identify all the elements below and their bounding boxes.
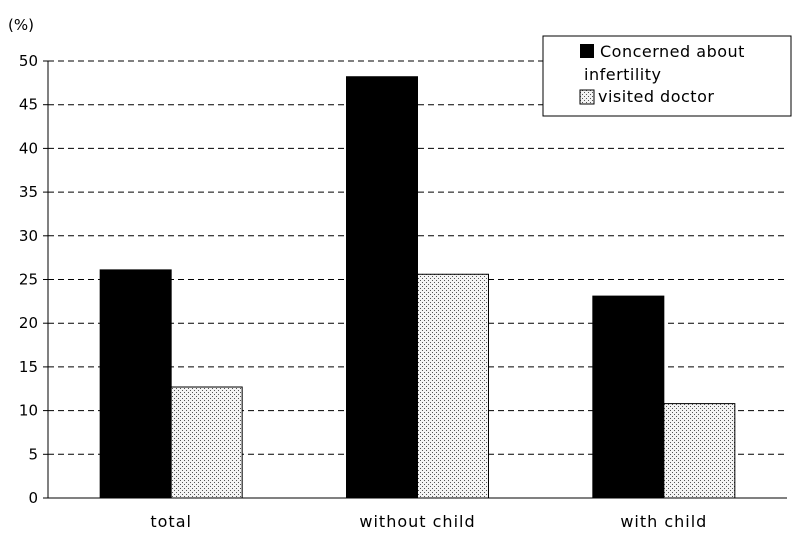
bar-concerned-0 — [99, 269, 172, 499]
y-tick-label: 10 — [19, 402, 38, 420]
y-tick-label: 5 — [28, 445, 38, 463]
y-tick-label: 35 — [19, 183, 38, 201]
y-tick-label: 45 — [19, 96, 38, 114]
y-tick-label: 15 — [19, 358, 38, 376]
bar-concerned-2 — [592, 295, 665, 499]
y-tick-label: 30 — [19, 227, 38, 245]
legend-label-concerned-line2: infertility — [584, 65, 662, 84]
bar-visited-0 — [170, 386, 243, 499]
bar-concerned-1 — [346, 76, 418, 499]
y-tick-label: 40 — [19, 139, 38, 157]
bars — [99, 76, 736, 499]
x-category-label: total — [150, 512, 192, 531]
y-tick-label: 20 — [19, 314, 38, 332]
x-category-label: with child — [620, 512, 707, 531]
y-tick-label: 0 — [28, 489, 38, 507]
legend-label-visited: visited doctor — [598, 87, 714, 106]
x-axis-categories: total without child with child — [150, 512, 707, 531]
x-category-label: without child — [359, 512, 475, 531]
legend-swatch-visited — [579, 89, 595, 105]
y-axis-ticks: 0 5 10 15 20 25 30 35 40 45 50 — [19, 52, 48, 507]
legend-label-concerned-line1: Concerned about — [600, 42, 745, 61]
y-unit-label: (%) — [8, 16, 34, 34]
legend: Concerned about infertility visited doct… — [542, 35, 792, 117]
y-tick-label: 25 — [19, 271, 38, 289]
bar-visited-2 — [663, 403, 736, 499]
legend-swatch-concerned — [580, 44, 594, 58]
bar-visited-1 — [417, 273, 489, 499]
y-tick-label: 50 — [19, 52, 38, 70]
